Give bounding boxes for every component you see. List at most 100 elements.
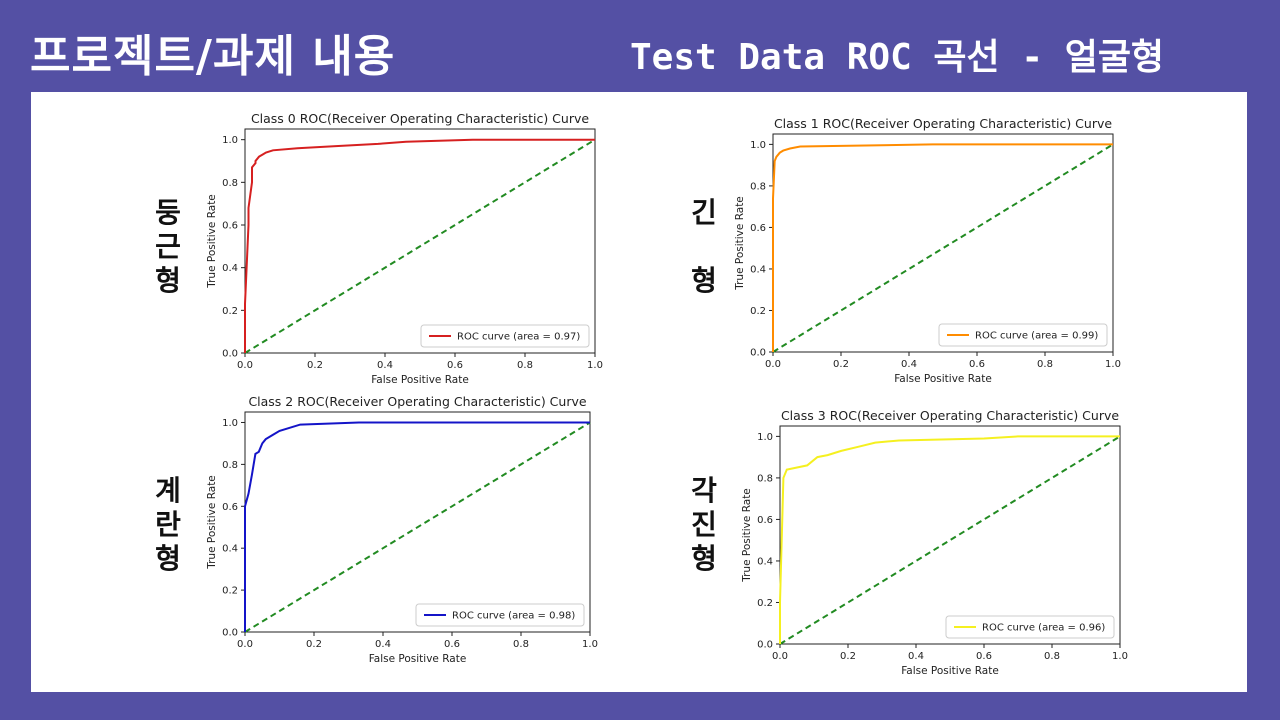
x-tick-label: 1.0 [1105, 359, 1121, 370]
face-label-square: 각 진 형 [684, 474, 724, 576]
y-tick-label: 0.4 [222, 263, 238, 274]
y-axis-label: True Positive Rate [741, 488, 753, 583]
content-panel [31, 92, 1247, 692]
x-tick-label: 0.4 [377, 360, 393, 371]
x-tick-label: 0.2 [840, 651, 856, 662]
face-char: 계 [155, 474, 181, 507]
y-tick-label: 0.8 [222, 178, 238, 189]
y-tick-label: 0.2 [757, 598, 773, 609]
face-label-long: 긴 형 [684, 196, 724, 298]
y-tick-label: 0.8 [757, 473, 773, 484]
roc-chart-class-1: Class 1 ROC(Receiver Operating Character… [734, 116, 1121, 385]
legend-box [945, 615, 1115, 639]
y-tick-label: 0.4 [757, 556, 773, 567]
y-tick-label: 0.8 [222, 460, 238, 471]
legend-label: ROC curve (area = 0.97) [457, 332, 580, 343]
y-tick-label: 0.6 [757, 515, 773, 526]
chart-title: Class 0 ROC(Receiver Operating Character… [251, 111, 589, 126]
roc-chart-class-0: Class 0 ROC(Receiver Operating Character… [206, 111, 603, 386]
face-char: 형 [155, 264, 181, 297]
y-tick-label: 1.0 [757, 432, 773, 443]
roc-curve [244, 421, 590, 632]
face-label-round: 둥 근 형 [148, 196, 188, 298]
face-char: 근 [155, 230, 181, 263]
x-tick-label: 0.6 [976, 651, 992, 662]
y-tick-label: 0.8 [750, 181, 766, 192]
legend-box [938, 323, 1108, 347]
y-tick-label: 0.6 [222, 502, 238, 513]
x-tick-label: 0.0 [237, 360, 253, 371]
x-tick-label: 0.8 [1037, 359, 1053, 370]
x-axis-label: False Positive Rate [369, 653, 467, 665]
y-tick-label: 0.4 [222, 544, 238, 555]
face-char: 긴 [691, 196, 717, 229]
face-char: 둥 [155, 196, 181, 229]
y-axis-label: True Positive Rate [734, 196, 746, 291]
roc-chart-class-3: Class 3 ROC(Receiver Operating Character… [741, 408, 1128, 677]
roc-curve [244, 138, 595, 353]
y-tick-label: 0.2 [222, 586, 238, 597]
x-tick-label: 0.6 [969, 359, 985, 370]
legend-box [420, 324, 590, 348]
plot-frame [244, 411, 591, 633]
legend-label: ROC curve (area = 0.98) [452, 611, 575, 622]
y-tick-label: 0.2 [222, 306, 238, 317]
face-char [684, 230, 724, 264]
y-tick-label: 0.0 [750, 348, 766, 359]
x-axis-label: False Positive Rate [901, 665, 999, 677]
face-char: 형 [691, 542, 717, 575]
y-tick-label: 0.4 [750, 264, 766, 275]
y-tick-label: 1.0 [222, 418, 238, 429]
x-tick-label: 0.4 [901, 359, 917, 370]
y-tick-label: 0.6 [222, 221, 238, 232]
x-tick-label: 0.8 [1044, 651, 1060, 662]
y-axis-label: True Positive Rate [206, 475, 218, 570]
diagonal-reference-line [244, 421, 591, 633]
x-tick-label: 0.2 [307, 360, 323, 371]
x-tick-label: 0.0 [765, 359, 781, 370]
y-tick-label: 0.0 [757, 640, 773, 651]
x-tick-label: 0.6 [444, 639, 460, 650]
right-title: Test Data ROC 곡선 - 얼굴형 [630, 37, 1165, 78]
x-tick-label: 1.0 [587, 360, 603, 371]
x-tick-label: 0.2 [833, 359, 849, 370]
roc-curve [779, 435, 1120, 644]
face-char: 형 [691, 264, 717, 297]
legend-box [415, 603, 585, 627]
face-char: 형 [155, 542, 181, 575]
chart-title: Class 3 ROC(Receiver Operating Character… [781, 408, 1119, 423]
y-axis-label: True Positive Rate [206, 194, 218, 289]
x-axis-label: False Positive Rate [371, 374, 469, 386]
x-tick-label: 0.0 [237, 639, 253, 650]
x-axis-label: False Positive Rate [894, 373, 992, 385]
left-title: 프로젝트/과제 내용 [30, 31, 396, 82]
x-tick-label: 0.0 [772, 651, 788, 662]
chart-title: Class 1 ROC(Receiver Operating Character… [774, 116, 1112, 131]
x-tick-label: 0.4 [908, 651, 924, 662]
y-tick-label: 1.0 [222, 135, 238, 146]
roc-curve [772, 143, 1113, 352]
face-char: 란 [155, 508, 181, 541]
roc-chart-class-2: Class 2 ROC(Receiver Operating Character… [206, 394, 598, 665]
diagonal-reference-line [244, 138, 596, 354]
y-tick-label: 0.6 [750, 223, 766, 234]
y-tick-label: 0.0 [222, 349, 238, 360]
diagonal-reference-line [772, 143, 1114, 353]
y-tick-label: 0.0 [222, 628, 238, 639]
plot-frame [772, 133, 1114, 353]
face-char: 각 [691, 474, 717, 507]
x-tick-label: 1.0 [1112, 651, 1128, 662]
plot-frame [244, 128, 596, 354]
x-tick-label: 0.8 [517, 360, 533, 371]
y-tick-label: 0.2 [750, 306, 766, 317]
legend-label: ROC curve (area = 0.99) [975, 331, 1098, 342]
chart-title: Class 2 ROC(Receiver Operating Character… [248, 394, 586, 409]
face-char: 진 [691, 508, 717, 541]
x-tick-label: 0.2 [306, 639, 322, 650]
x-tick-label: 0.6 [447, 360, 463, 371]
y-tick-label: 1.0 [750, 140, 766, 151]
legend-label: ROC curve (area = 0.96) [982, 623, 1105, 634]
plot-frame [779, 425, 1121, 645]
diagonal-reference-line [779, 435, 1121, 645]
x-tick-label: 0.4 [375, 639, 391, 650]
